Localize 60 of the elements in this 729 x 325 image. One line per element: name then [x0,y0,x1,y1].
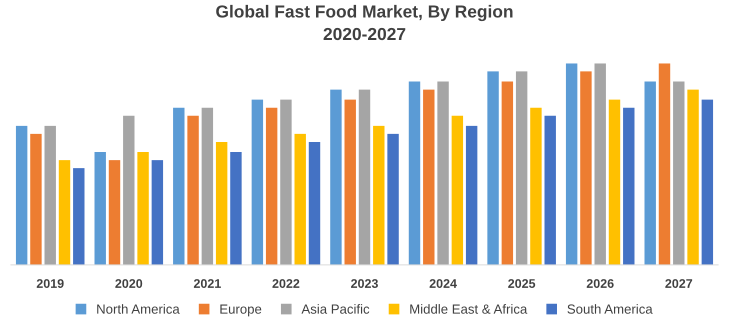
bar [152,160,164,265]
bar [530,108,542,265]
bar [358,90,370,265]
bar [108,160,120,265]
x-tick-label: 2026 [586,279,614,288]
bar [566,63,578,265]
bar [30,134,42,265]
bar [202,108,214,265]
legend-label: South America [567,304,653,314]
bar [423,90,434,265]
bar [73,168,85,265]
bar [216,142,228,265]
bar [308,142,320,265]
bar [16,126,28,265]
bar [330,90,342,265]
bar [437,82,449,265]
x-tick-label: 2027 [665,279,692,288]
chart-title: Global Fast Food Market, By Region 2020-2027 [216,4,512,40]
x-tick-label: 2025 [508,279,536,288]
bar [487,71,499,265]
legend-label: Asia Pacific [301,304,370,314]
bar [266,108,278,265]
x-tick-label: 2024 [430,279,457,288]
bar [687,90,699,265]
bar [187,116,199,265]
bar [94,152,106,265]
legend-label: Europe [220,304,262,316]
bar [408,82,420,265]
bar [344,100,356,265]
bar [387,134,399,265]
bar [252,100,264,265]
x-tick-label: 2019 [36,279,64,288]
bar [623,108,634,265]
bar [544,116,556,265]
bar [658,63,670,265]
bar [516,71,528,265]
bar [58,160,70,265]
bar [280,100,292,265]
legend-label: Middle East & Africa [410,304,528,314]
bar [466,126,478,265]
x-tick-label: 2021 [194,279,221,288]
bar [44,126,56,265]
bar [137,152,149,265]
bar [173,108,185,265]
x-tick-label: 2022 [272,279,300,288]
bar [452,116,464,265]
bar [608,100,620,265]
bar [580,71,592,265]
bar [502,82,514,265]
bar [230,152,242,265]
bar [123,116,135,265]
bar [373,126,384,265]
legend-label: North America [97,304,180,314]
bar [294,134,306,265]
bar [594,63,606,265]
bar [673,82,684,265]
x-tick-label: 2023 [351,279,378,288]
bar [644,82,656,265]
bar [702,100,714,265]
x-tick-label: 2020 [115,279,142,288]
